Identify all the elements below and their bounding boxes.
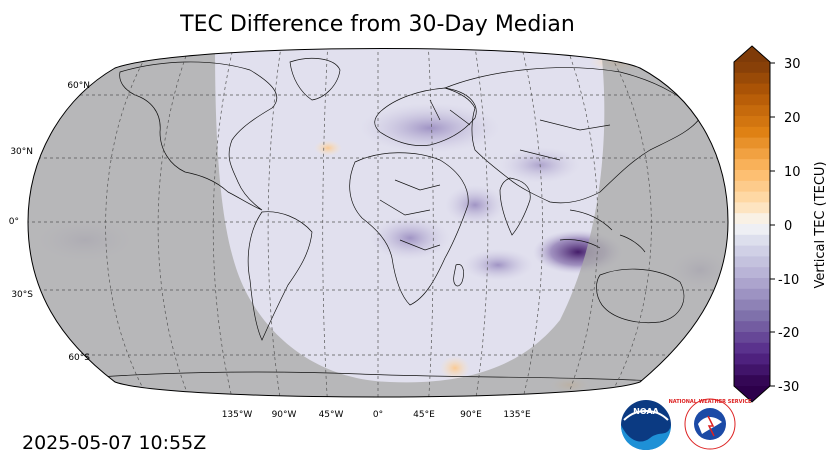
colorbar-band xyxy=(734,137,770,149)
africa xyxy=(349,152,469,306)
madagascar xyxy=(453,264,464,287)
colorbar-label: Vertical TEC (TECU) xyxy=(813,161,828,288)
lon-label-0: 0° xyxy=(373,410,383,420)
lat-label-60s: 60°S xyxy=(68,353,90,363)
asia xyxy=(443,67,701,204)
colorbar: 30 20 10 0 -10 -20 -30 Vertical TEC (TEC… xyxy=(733,45,828,403)
lon-label-45w: 45°W xyxy=(319,410,344,420)
graticule xyxy=(28,48,728,397)
colorbar-band xyxy=(734,105,770,117)
anomaly-europe xyxy=(360,103,500,153)
colorbar-band xyxy=(734,94,770,106)
colorbar-tick-0: 0 xyxy=(784,219,792,234)
india xyxy=(499,177,531,236)
lat-label-30s: 30°S xyxy=(11,290,33,300)
timestamp: 2025-05-07 10:55Z xyxy=(22,432,207,454)
lon-label-90e: 90°E xyxy=(460,410,482,420)
nws-logo-text: NATIONAL WEATHER SERVICE xyxy=(669,399,752,405)
lat-label-60n: 60°N xyxy=(67,81,90,91)
lon-label-90w: 90°W xyxy=(272,410,297,420)
globe-outline xyxy=(27,48,729,398)
colorbar-tick-neg10: -10 xyxy=(778,273,799,288)
colorbar-band xyxy=(734,148,770,160)
antarctica xyxy=(59,371,681,383)
colorbar-band xyxy=(734,72,770,85)
colorbar-band xyxy=(734,288,770,301)
europe xyxy=(374,87,477,146)
north-america xyxy=(119,61,278,211)
colorbar-outline xyxy=(733,45,771,403)
colorbar-band xyxy=(734,213,770,225)
colorbar-band xyxy=(734,364,770,376)
colorbar-band xyxy=(734,256,770,268)
colorbar-tick-20: 20 xyxy=(784,111,801,126)
australia xyxy=(596,268,685,323)
anomaly-arabia xyxy=(445,185,505,225)
colorbar-cap-top xyxy=(734,46,770,62)
greenland xyxy=(289,57,341,101)
colorbar-band xyxy=(734,234,770,247)
colorbar-band xyxy=(734,267,770,279)
colorbar-band xyxy=(734,278,770,290)
lat-label-30n: 30°N xyxy=(10,147,33,157)
colorbar-tick-marks xyxy=(770,62,775,387)
night-shading-west xyxy=(28,48,560,397)
colorbar-band xyxy=(734,62,770,74)
anomaly-africa xyxy=(370,216,450,260)
colorbar-band xyxy=(734,321,770,333)
colorbar-band xyxy=(734,375,770,387)
colorbar-bands xyxy=(734,46,770,402)
anomaly-indian-ocean xyxy=(463,249,533,281)
coastlines xyxy=(59,57,701,383)
colorbar-band xyxy=(734,332,770,344)
colorbar-band xyxy=(734,170,770,182)
lon-label-45e: 45°E xyxy=(413,410,435,420)
colorbar-band xyxy=(734,159,770,171)
colorbar-cap-bottom xyxy=(734,386,770,402)
colorbar-band xyxy=(734,353,770,365)
colorbar-band xyxy=(734,224,770,236)
colorbar-band xyxy=(734,310,770,322)
globe-surface xyxy=(28,48,728,397)
noaa-logo-text: NOAA xyxy=(633,407,659,416)
colorbar-tick-30: 30 xyxy=(784,57,801,72)
colorbar-band xyxy=(734,180,770,193)
colorbar-band xyxy=(734,116,770,128)
colorbar-tick-neg30: -30 xyxy=(778,380,799,395)
map-title: TEC Difference from 30-Day Median xyxy=(180,12,575,37)
lat-label-0: 0° xyxy=(9,217,19,227)
colorbar-band xyxy=(734,299,770,311)
positive-atlantic xyxy=(314,140,342,156)
colorbar-band xyxy=(734,245,770,257)
colorbar-band xyxy=(734,342,770,355)
colorbar-tick-neg20: -20 xyxy=(778,326,799,341)
night-shading-east xyxy=(560,48,728,397)
noaa-logo: NOAA xyxy=(621,400,671,450)
colorbar-band xyxy=(734,191,770,203)
positive-south-atlantic xyxy=(440,356,470,380)
colorbar-tick-10: 10 xyxy=(784,165,801,180)
lon-label-135e: 135°E xyxy=(503,410,531,420)
colorbar-band xyxy=(734,202,770,214)
colorbar-band xyxy=(734,83,770,95)
south-america xyxy=(247,211,313,341)
lon-label-135w: 135°W xyxy=(222,410,253,420)
colorbar-band xyxy=(734,126,770,139)
nws-logo: NATIONAL WEATHER SERVICE xyxy=(669,398,752,450)
